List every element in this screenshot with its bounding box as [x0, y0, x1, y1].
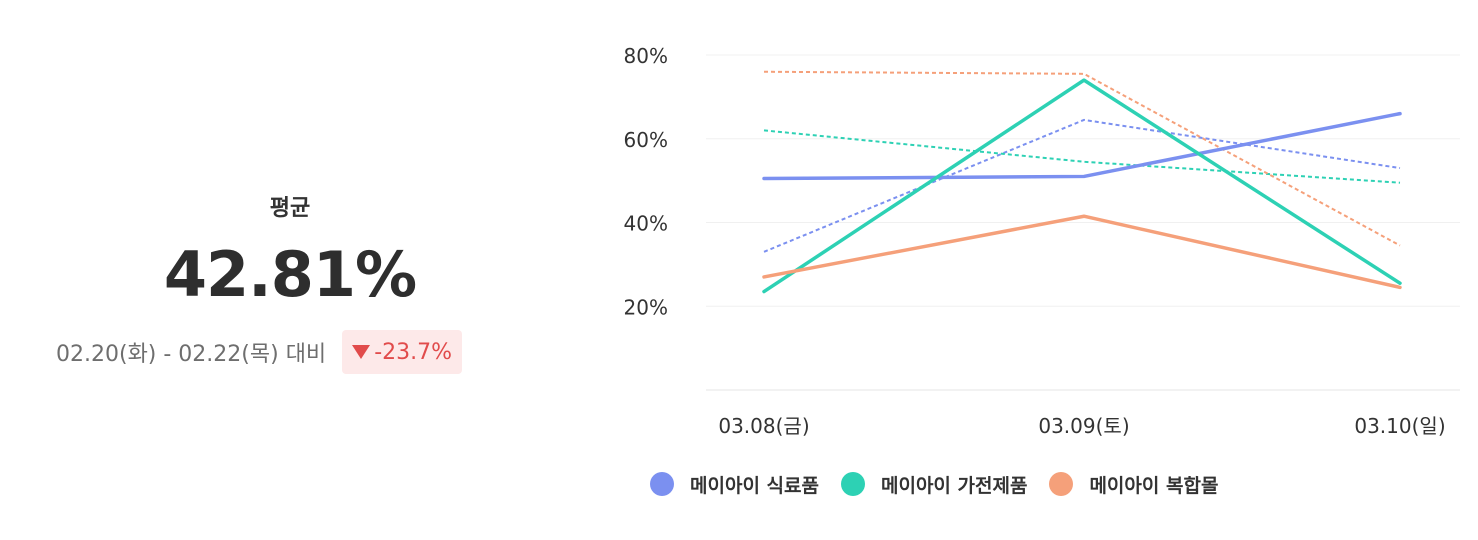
- legend-label: 메이아이 식료품: [690, 474, 819, 497]
- legend-swatch: [1049, 472, 1074, 496]
- x-tick-label: 03.08(금): [718, 414, 809, 438]
- y-tick-label: 20%: [624, 295, 668, 319]
- summary-panel: 평균 42.81% 02.20(화) - 02.22(목) 대비 -23.7%: [0, 0, 580, 540]
- legend-item[interactable]: 메이아이 식료품: [650, 471, 819, 498]
- comparison-row: 02.20(화) - 02.22(목) 대비 -23.7%: [56, 330, 463, 374]
- triangle-down-icon: [352, 345, 371, 359]
- y-tick-label: 60%: [624, 128, 668, 152]
- average-label: 평균: [269, 196, 311, 221]
- x-tick-label: 03.09(토): [1038, 414, 1129, 438]
- legend-item[interactable]: 메이아이 가전제품: [840, 471, 1028, 498]
- legend-item[interactable]: 메이아이 복합몰: [1049, 471, 1218, 498]
- comparison-series-line: [763, 70, 1401, 247]
- y-tick-label: 80%: [624, 44, 668, 68]
- legend-swatch: [650, 472, 674, 496]
- y-tick-label: 40%: [624, 212, 668, 236]
- x-tick-label: 03.10(일): [1354, 414, 1445, 438]
- legend-swatch: [840, 472, 865, 496]
- comparison-series-line: [763, 118, 1401, 253]
- series-line: [762, 78, 1402, 294]
- series-line: [762, 111, 1402, 181]
- comparison-period: 02.20(화) - 02.22(목) 대비: [56, 342, 327, 367]
- average-value: 42.81%: [163, 238, 417, 311]
- change-value: -23.7%: [374, 339, 453, 365]
- chart-legend: 메이아이 식료품 메이아이 가전제품 메이아이 복합몰: [650, 464, 1240, 504]
- change-badge: -23.7%: [342, 330, 463, 374]
- comparison-series-line: [763, 129, 1401, 184]
- legend-label: 메이아이 복합몰: [1089, 474, 1219, 497]
- legend-label: 메이아이 가전제품: [880, 474, 1028, 497]
- series-line: [762, 214, 1402, 290]
